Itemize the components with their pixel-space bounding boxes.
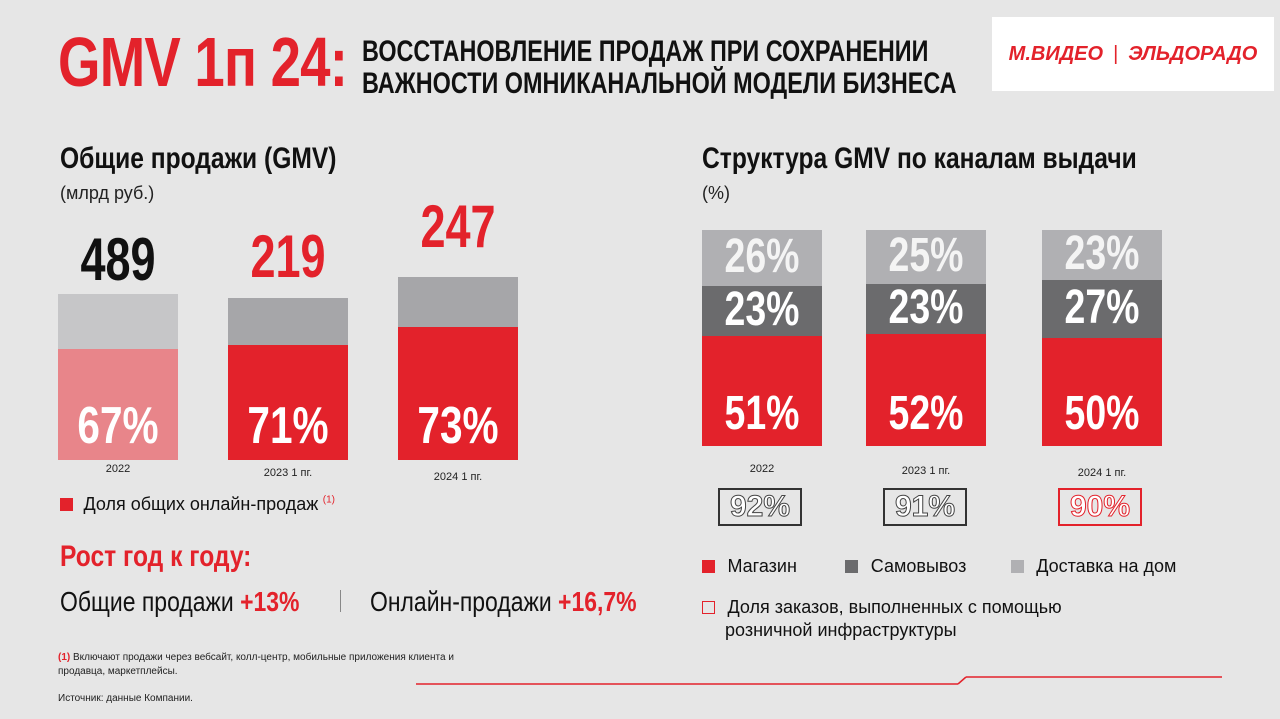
legend-label-pickup: Самовывоз [870,556,967,576]
growth-divider [340,590,341,612]
share-value-2022: 92% [718,488,802,526]
legend-swatch-store [702,560,715,573]
structure-seg-1-2: 27% [1042,279,1162,338]
growth-online-value: +16,7% [558,586,637,617]
logo-separator: | [1113,42,1119,65]
growth-total: Общие продажи +13% [60,586,299,618]
gmv-online-pct-0: 67% [77,396,159,455]
share-box-2022: 92% [718,488,802,526]
gmv-online-pct-2: 73% [417,396,499,455]
growth-total-value: +13% [240,586,300,617]
structure-seg-2-1: 25% [866,230,986,284]
gmv-category-0: 2022 [105,463,131,475]
structure-stacked-chart: 51% 23% 26% 2022 52% 23% 25% 2023 1 пг. 50% 27% 23… [702,226,1162,479]
legend-label-store: Магазин [727,556,797,576]
footnote-text: Включают продажи через вебсайт, колл-цен… [58,652,454,677]
structure-seg-1-1: 23% [866,280,986,334]
gmv-bar-chart: 67% 489 2022 71% 219 2023 1 пг. 73% 247 2024 1 п… [0,0,640,500]
growth-online-label: Онлайн-продажи [370,586,552,617]
gmv-chart-unit: (млрд руб.) [60,183,155,203]
share-box-2023: 91% [883,488,967,526]
footnote-mark: (1) [58,652,71,663]
growth-title: Рост год к году: [60,540,252,573]
gmv-category-1: 2023 1 пг. [263,467,313,479]
gmv-online-pct-1: 71% [247,396,329,455]
gmv-bar-0: 67% [58,293,178,460]
subtitle-line-2: ВАЖНОСТИ ОМНИКАНАЛЬНОЙ МОДЕЛИ БИЗНЕСА [362,67,957,100]
online-legend-swatch [60,498,73,511]
legend-swatch-pickup [845,560,859,573]
structure-seg-0-2: 50% [1042,338,1162,446]
legend-swatch-delivery [1010,560,1024,573]
structure-seg-1-0: 23% [702,282,822,336]
growth-total-label: Общие продажи [60,586,234,617]
online-legend-footnote-mark: (1) [322,494,335,506]
gmv-chart-title: Общие продажи (GMV) [60,142,337,175]
structure-pct-0-1: 52% [888,386,964,440]
share-legend-swatch [702,601,715,614]
structure-pct-0-0: 51% [724,386,800,440]
gmv-online-segment-1: 71% [228,344,348,460]
footer-line-notch [957,676,967,685]
structure-pct-0-2: 50% [1064,387,1140,440]
footnote: (1) Включают продажи через вебсайт, колл… [58,651,498,679]
source-note: Источник: данные Компании. [58,693,193,704]
share-value-2024: 90% [1058,488,1142,526]
structure-category-0: 2022 [749,463,775,475]
structure-chart-title: Структура GMV по каналам выдачи [702,142,1137,175]
structure-pct-2-1: 25% [888,229,964,282]
growth-online: Онлайн-продажи +16,7% [370,586,637,618]
gmv-bar-1: 71% [228,297,348,460]
share-legend-line-1: Доля заказов, выполненных с помощью [727,597,1062,617]
structure-category-1: 2023 1 пг. [901,465,951,477]
structure-pct-2-2: 23% [1064,226,1140,280]
logo-eldorado: ЭЛЬДОРАДО [1128,42,1258,65]
share-value-2023: 91% [883,488,967,526]
share-legend-line-2: розничной инфраструктуры [725,620,957,640]
structure-pct-2-0: 26% [724,230,800,284]
gmv-value-label-2: 247 [420,193,496,260]
gmv-value-label-0: 489 [80,226,156,293]
gmv-online-segment-0: 67% [58,348,178,460]
structure-seg-0-1: 52% [866,333,986,446]
subtitle-line-1: ВОССТАНОВЛЕНИЕ ПРОДАЖ ПРИ СОХРАНЕНИИ [362,35,929,68]
structure-pct-1-0: 23% [724,282,800,336]
share-legend: Доля заказов, выполненных с помощью розн… [702,597,1062,641]
structure-category-2: 2024 1 пг. [1077,467,1127,479]
main-title: GMV 1п 24: [58,23,348,101]
company-logo: М.ВИДЕО | ЭЛЬДОРАДО [992,17,1274,91]
structure-seg-0-0: 51% [702,335,822,446]
legend-label-delivery: Доставка на дом [1036,556,1177,576]
logo-mvideo: М.ВИДЕО [1008,42,1104,65]
structure-pct-1-1: 23% [888,280,964,334]
structure-pct-1-2: 27% [1064,280,1140,334]
structure-seg-2-0: 26% [702,230,822,287]
structure-legend: Магазин Самовывоз Доставка на дом [702,556,1176,577]
structure-seg-2-2: 23% [1042,226,1162,280]
gmv-value-label-1: 219 [250,223,326,290]
gmv-category-2: 2024 1 пг. [433,471,483,483]
gmv-legend: Доля общих онлайн-продаж (1) [60,494,335,515]
slide-subtitle: ВОССТАНОВЛЕНИЕ ПРОДАЖ ПРИ СОХРАНЕНИИ ВАЖ… [362,36,957,100]
share-box-2024: 90% [1058,488,1142,526]
gmv-bar-2: 73% [398,277,518,460]
structure-chart-unit: (%) [702,183,730,203]
gmv-online-segment-2: 73% [398,326,518,460]
online-legend-label: Доля общих онлайн-продаж [83,494,319,514]
